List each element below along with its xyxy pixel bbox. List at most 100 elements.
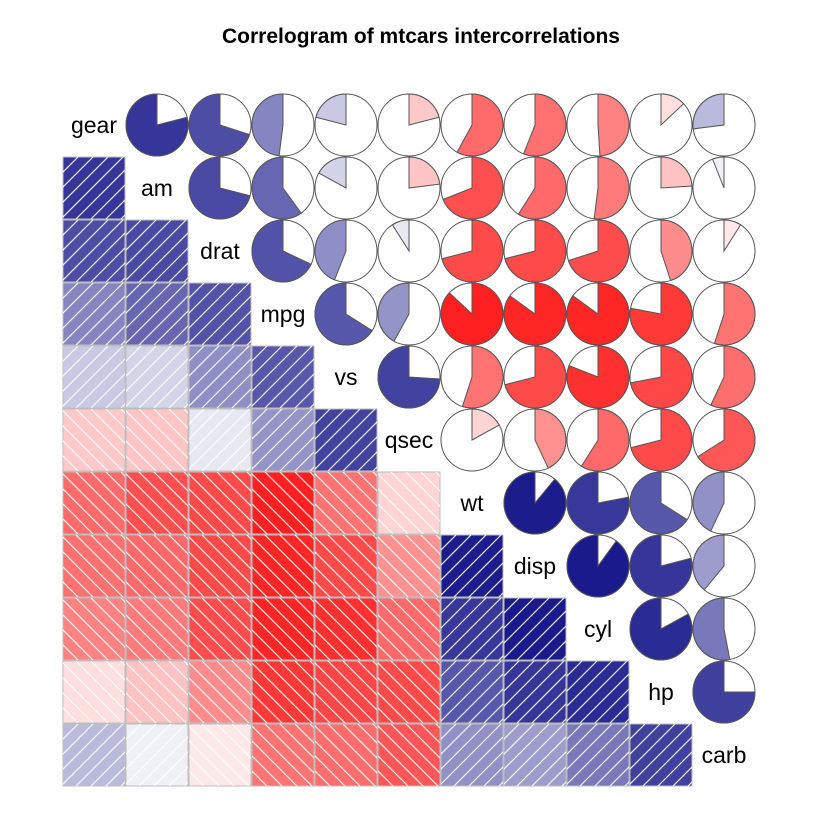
pie-cell — [377, 219, 441, 283]
pie-cell — [125, 93, 189, 157]
variable-label: mpg — [261, 301, 306, 327]
pie-cell — [692, 282, 756, 346]
shade-cell — [62, 219, 126, 283]
shade-cell — [251, 534, 315, 598]
shade-cell — [314, 597, 378, 661]
shade-cell — [125, 471, 189, 535]
shade-cell — [62, 723, 126, 787]
variable-label: wt — [460, 490, 485, 516]
pie-cell — [314, 93, 378, 157]
pie-cell — [629, 93, 693, 157]
pie-cell — [503, 282, 567, 346]
pie-cell — [503, 408, 567, 472]
shade-cell — [188, 723, 252, 787]
pie-cell — [629, 534, 693, 598]
pie-cell — [692, 534, 756, 598]
pie-cell — [440, 219, 504, 283]
shade-cell — [377, 534, 441, 598]
shade-cell — [251, 597, 315, 661]
pie-cell — [566, 156, 630, 220]
shade-cell — [125, 408, 189, 472]
pie-cell — [566, 471, 630, 535]
shade-cell — [503, 660, 567, 724]
shade-cell — [440, 534, 504, 598]
pie-cell — [629, 597, 693, 661]
variable-label: gear — [71, 112, 117, 138]
shade-cell — [125, 597, 189, 661]
shade-cell — [314, 408, 378, 472]
shade-cell — [440, 660, 504, 724]
pie-cell — [440, 282, 504, 346]
pie-cell — [629, 156, 693, 220]
shade-cell — [62, 597, 126, 661]
shade-cell — [125, 660, 189, 724]
shade-cell — [377, 723, 441, 787]
shade-cell — [62, 345, 126, 409]
chart-title: Correlogram of mtcars intercorrelations — [222, 25, 620, 48]
shade-cell — [566, 660, 630, 724]
shade-cell — [251, 660, 315, 724]
pie-cell — [503, 471, 567, 535]
shade-cell — [251, 471, 315, 535]
variable-label: qsec — [385, 427, 434, 453]
pie-cell — [377, 93, 441, 157]
shade-cell — [125, 534, 189, 598]
variable-label: drat — [200, 238, 240, 264]
shade-cell — [440, 723, 504, 787]
pie-cell — [251, 219, 315, 283]
pie-cell — [629, 345, 693, 409]
pie-cell — [692, 408, 756, 472]
shade-cell — [188, 282, 252, 346]
pie-cell — [566, 93, 630, 157]
pie-cell — [692, 597, 756, 661]
pie-cell — [503, 219, 567, 283]
shade-cell — [188, 534, 252, 598]
pie-cell — [692, 345, 756, 409]
pie-cell — [377, 156, 441, 220]
variable-label: hp — [648, 679, 674, 705]
shade-cell — [188, 471, 252, 535]
pie-cell — [629, 219, 693, 283]
pie-cell — [566, 345, 630, 409]
pie-cell — [629, 408, 693, 472]
variable-label: vs — [335, 364, 358, 390]
shade-cell — [377, 597, 441, 661]
shade-cell — [62, 282, 126, 346]
pie-cell — [566, 534, 630, 598]
pie-cell — [377, 282, 441, 346]
pie-cell — [566, 219, 630, 283]
shade-cell — [188, 408, 252, 472]
pie-cell — [503, 345, 567, 409]
pie-cell — [692, 219, 756, 283]
pie-cell — [314, 156, 378, 220]
pie-cell — [440, 156, 504, 220]
pie-cell — [251, 156, 315, 220]
shade-cell — [62, 471, 126, 535]
pie-cell — [251, 93, 315, 157]
shade-cell — [125, 219, 189, 283]
pie-cell — [692, 93, 756, 157]
pie-cell — [566, 282, 630, 346]
shade-cell — [125, 345, 189, 409]
variable-label: carb — [702, 742, 747, 768]
pie-cell — [692, 660, 756, 724]
shade-cell — [440, 597, 504, 661]
shade-cell — [251, 723, 315, 787]
pie-cell — [440, 345, 504, 409]
shade-cell — [188, 597, 252, 661]
shade-cell — [503, 723, 567, 787]
shade-cell — [377, 471, 441, 535]
shade-cell — [188, 345, 252, 409]
shade-cell — [62, 534, 126, 598]
shade-cell — [503, 597, 567, 661]
shade-cell — [125, 282, 189, 346]
shade-cell — [251, 408, 315, 472]
shade-cell — [314, 471, 378, 535]
pie-cell — [314, 282, 378, 346]
pie-cell — [629, 282, 693, 346]
pie-cell — [692, 156, 756, 220]
shade-cell — [314, 660, 378, 724]
variable-label: disp — [514, 553, 556, 579]
variable-label: cyl — [584, 616, 612, 642]
